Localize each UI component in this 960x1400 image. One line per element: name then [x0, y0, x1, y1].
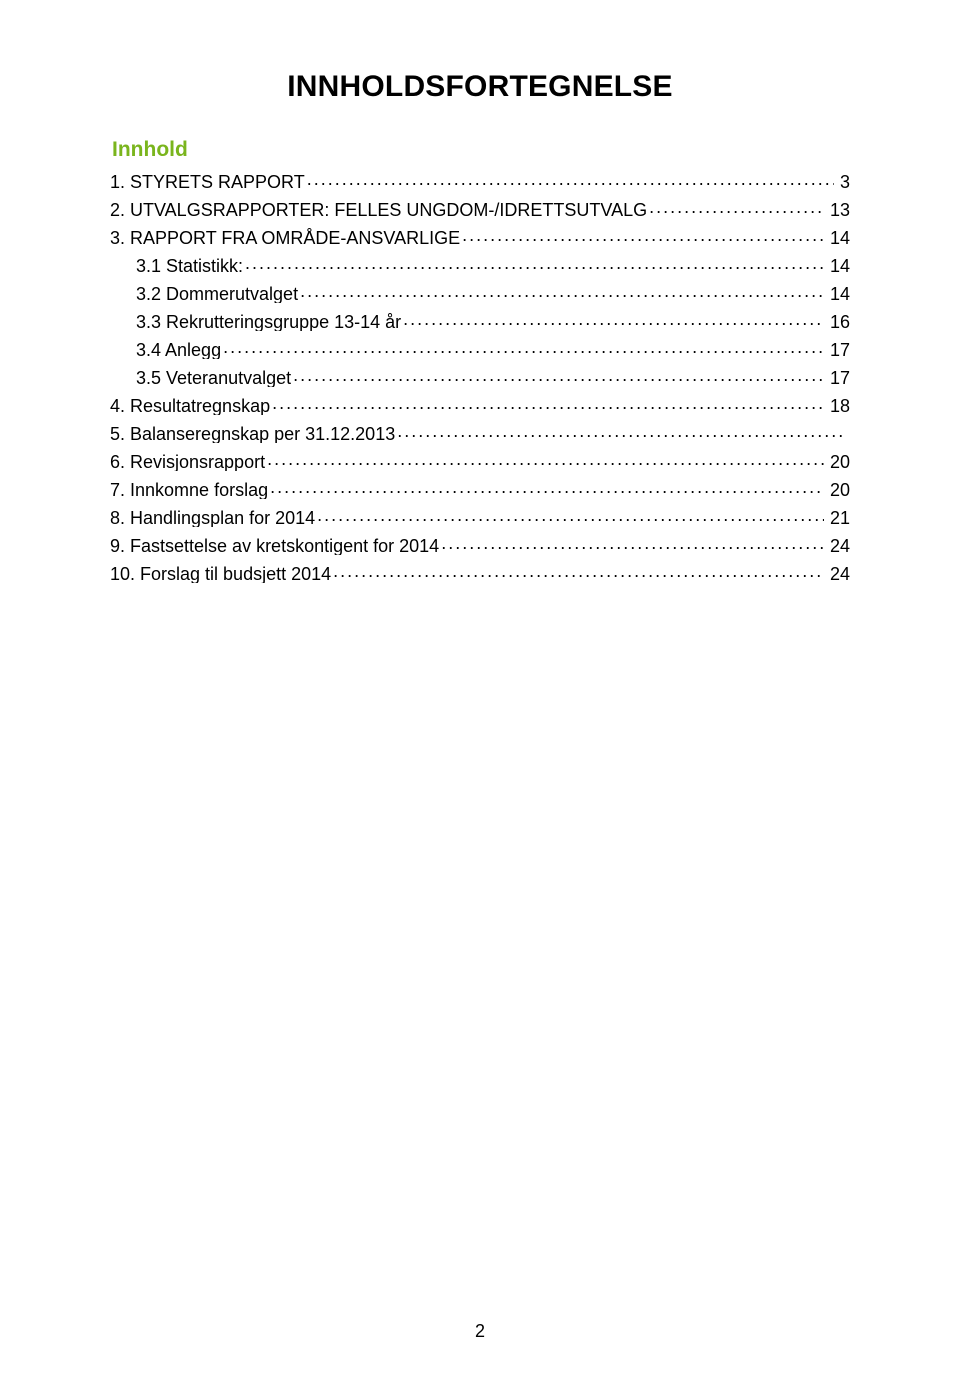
toc-leader-dots	[293, 366, 824, 384]
toc-row: 6. Revisjonsrapport 20	[110, 450, 850, 471]
toc-page-number: 14	[826, 229, 850, 247]
toc-page-number: 16	[826, 313, 850, 331]
toc-label: 1. STYRETS RAPPORT	[110, 173, 305, 191]
toc-leader-dots	[300, 282, 824, 300]
toc-row: 5. Balanseregnskap per 31.12.2013	[110, 422, 850, 443]
toc-page-number: 24	[826, 537, 850, 555]
toc-page-number: 17	[826, 369, 850, 387]
toc-leader-dots	[223, 338, 824, 356]
page-number: 2	[0, 1321, 960, 1342]
toc-label: 10. Forslag til budsjett 2014	[110, 565, 331, 583]
toc-row: 3.3 Rekrutteringsgruppe 13-14 år 16	[110, 310, 850, 331]
toc-page-number: 18	[826, 397, 850, 415]
toc-page-number: 14	[826, 257, 850, 275]
toc-leader-dots	[462, 226, 824, 244]
toc-row: 3.2 Dommerutvalget 14	[110, 282, 850, 303]
toc-label: 3.5 Veteranutvalget	[136, 369, 291, 387]
toc-row: 9. Fastsettelse av kretskontigent for 20…	[110, 534, 850, 555]
toc-leader-dots	[267, 450, 824, 468]
toc-page-number: 20	[826, 481, 850, 499]
toc-label: 3.2 Dommerutvalget	[136, 285, 298, 303]
toc-page-number: 3	[836, 173, 850, 191]
toc-label: 3. RAPPORT FRA OMRÅDE-ANSVARLIGE	[110, 229, 460, 247]
toc-label: 9. Fastsettelse av kretskontigent for 20…	[110, 537, 439, 555]
toc-heading: Innhold	[112, 138, 850, 162]
toc-leader-dots	[272, 394, 824, 412]
toc-row: 2. UTVALGSRAPPORTER: FELLES UNGDOM-/IDRE…	[110, 198, 850, 219]
toc-row: 3.1 Statistikk: 14	[110, 254, 850, 275]
toc-label: 4. Resultatregnskap	[110, 397, 270, 415]
document-page: INNHOLDSFORTEGNELSE Innhold 1. STYRETS R…	[0, 0, 960, 1400]
toc-label: 3.3 Rekrutteringsgruppe 13-14 år	[136, 313, 401, 331]
toc-leader-dots	[245, 254, 824, 272]
toc-page-number: 14	[826, 285, 850, 303]
toc-leader-dots	[649, 198, 824, 216]
page-title: INNHOLDSFORTEGNELSE	[110, 70, 850, 104]
toc-leader-dots	[397, 422, 844, 440]
toc-page-number: 17	[826, 341, 850, 359]
toc-row: 4. Resultatregnskap 18	[110, 394, 850, 415]
toc-page-number: 21	[826, 509, 850, 527]
toc-label: 8. Handlingsplan for 2014	[110, 509, 315, 527]
toc-label: 6. Revisjonsrapport	[110, 453, 265, 471]
toc-leader-dots	[317, 506, 824, 524]
toc-row: 10. Forslag til budsjett 2014 24	[110, 562, 850, 583]
toc-label: 2. UTVALGSRAPPORTER: FELLES UNGDOM-/IDRE…	[110, 201, 647, 219]
toc-page-number: 13	[826, 201, 850, 219]
toc-leader-dots	[270, 478, 824, 496]
toc-row: 7. Innkomne forslag 20	[110, 478, 850, 499]
toc-label: 5. Balanseregnskap per 31.12.2013	[110, 425, 395, 443]
toc-leader-dots	[403, 310, 824, 328]
toc-row: 1. STYRETS RAPPORT 3	[110, 170, 850, 191]
toc-page-number: 20	[826, 453, 850, 471]
toc-label: 3.4 Anlegg	[136, 341, 221, 359]
toc-label: 7. Innkomne forslag	[110, 481, 268, 499]
toc-row: 3. RAPPORT FRA OMRÅDE-ANSVARLIGE 14	[110, 226, 850, 247]
toc-leader-dots	[441, 534, 824, 552]
toc-page-number: 24	[826, 565, 850, 583]
toc-label: 3.1 Statistikk:	[136, 257, 243, 275]
toc-row: 3.5 Veteranutvalget 17	[110, 366, 850, 387]
toc-row: 8. Handlingsplan for 2014 21	[110, 506, 850, 527]
toc-row: 3.4 Anlegg 17	[110, 338, 850, 359]
toc-list: 1. STYRETS RAPPORT 3 2. UTVALGSRAPPORTER: …	[110, 170, 850, 583]
toc-leader-dots	[307, 170, 834, 188]
toc-leader-dots	[333, 562, 824, 580]
